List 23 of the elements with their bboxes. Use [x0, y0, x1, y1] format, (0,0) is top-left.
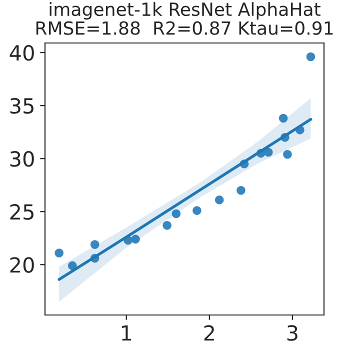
x-tick-label: 3 [287, 325, 298, 341]
chart-title: imagenet-1k ResNet AlphaHat RMSE=1.88 R2=0.87 Ktau=0.91 [36, 2, 333, 35]
point [162, 221, 172, 230]
point [306, 52, 316, 62]
y-tick-label: 25 [10, 204, 34, 220]
y-tick-label: 20 [10, 257, 34, 273]
point [264, 148, 273, 157]
point [90, 240, 100, 249]
y-tick-label: 40 [10, 44, 34, 61]
point [236, 186, 246, 195]
line-series [58, 118, 312, 281]
point [131, 234, 140, 244]
point [68, 261, 77, 270]
point [278, 114, 288, 123]
point [283, 150, 292, 159]
y-tick-label: 30 [10, 151, 34, 167]
point [214, 196, 224, 204]
point [54, 248, 64, 258]
x-tick-label: 2 [204, 325, 214, 341]
y-tick-label: 35 [10, 98, 34, 114]
point [192, 206, 202, 215]
x-tick-label: 1 [122, 325, 132, 341]
point [172, 209, 181, 218]
